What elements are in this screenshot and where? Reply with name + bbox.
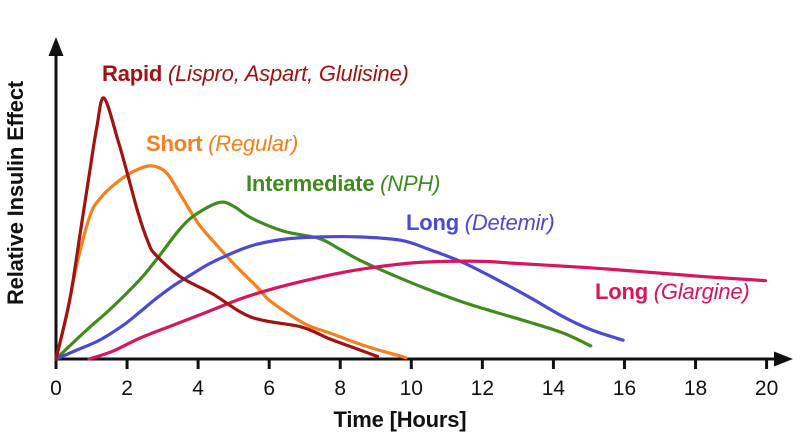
curve-intermediate	[54, 200, 593, 361]
curve-rapid	[54, 96, 380, 361]
x-axis-tick-label: 4	[192, 377, 204, 400]
curve-label-bold: Rapid	[102, 61, 163, 86]
x-axis-tick-label: 10	[400, 377, 423, 400]
curve-short	[54, 164, 408, 361]
curve-long-glargine	[87, 259, 768, 361]
curve-label-intermediate: Intermediate (NPH)	[246, 171, 441, 196]
curve-label-bold: Long	[595, 279, 648, 304]
curve-label-rapid: Rapid (Lispro, Aspart, Glulisine)	[102, 61, 409, 86]
curve-label-detail: (Lispro, Aspart, Glulisine)	[167, 61, 409, 86]
curve-label-detail: (NPH)	[380, 171, 441, 196]
curve-label-detail: (Regular)	[208, 131, 299, 156]
curve-label-long-detemir: Long (Detemir)	[406, 210, 555, 235]
y-axis-arrow-icon	[48, 37, 64, 56]
y-axis-title: Relative Insulin Effect	[3, 80, 28, 306]
x-axis-tick-label: 20	[755, 377, 778, 400]
curve-label-bold: Short	[146, 131, 203, 156]
x-axis-tick-label: 6	[263, 377, 275, 400]
x-axis-tick-label: 14	[542, 377, 566, 400]
curve-label-bold: Intermediate	[246, 171, 375, 196]
curve-label-detail: (Glargine)	[653, 279, 750, 304]
x-axis-tick-label: 16	[613, 377, 636, 400]
curve-long-detemir	[54, 234, 625, 361]
x-axis-title: Time [Hours]	[333, 407, 467, 432]
x-axis-tick-label: 18	[684, 377, 707, 400]
curve-label-short: Short (Regular)	[146, 131, 299, 156]
x-axis-arrow-icon	[774, 351, 793, 367]
curve-label-bold: Long	[406, 210, 459, 235]
x-axis-tick-label: 0	[50, 377, 62, 400]
x-axis-tick-label: 8	[334, 377, 346, 400]
curve-label-detail: (Detemir)	[464, 210, 555, 235]
x-axis-tick-label: 2	[121, 377, 133, 400]
x-axis-tick-label: 12	[471, 377, 494, 400]
curve-label-long-glargine: Long (Glargine)	[595, 279, 750, 304]
